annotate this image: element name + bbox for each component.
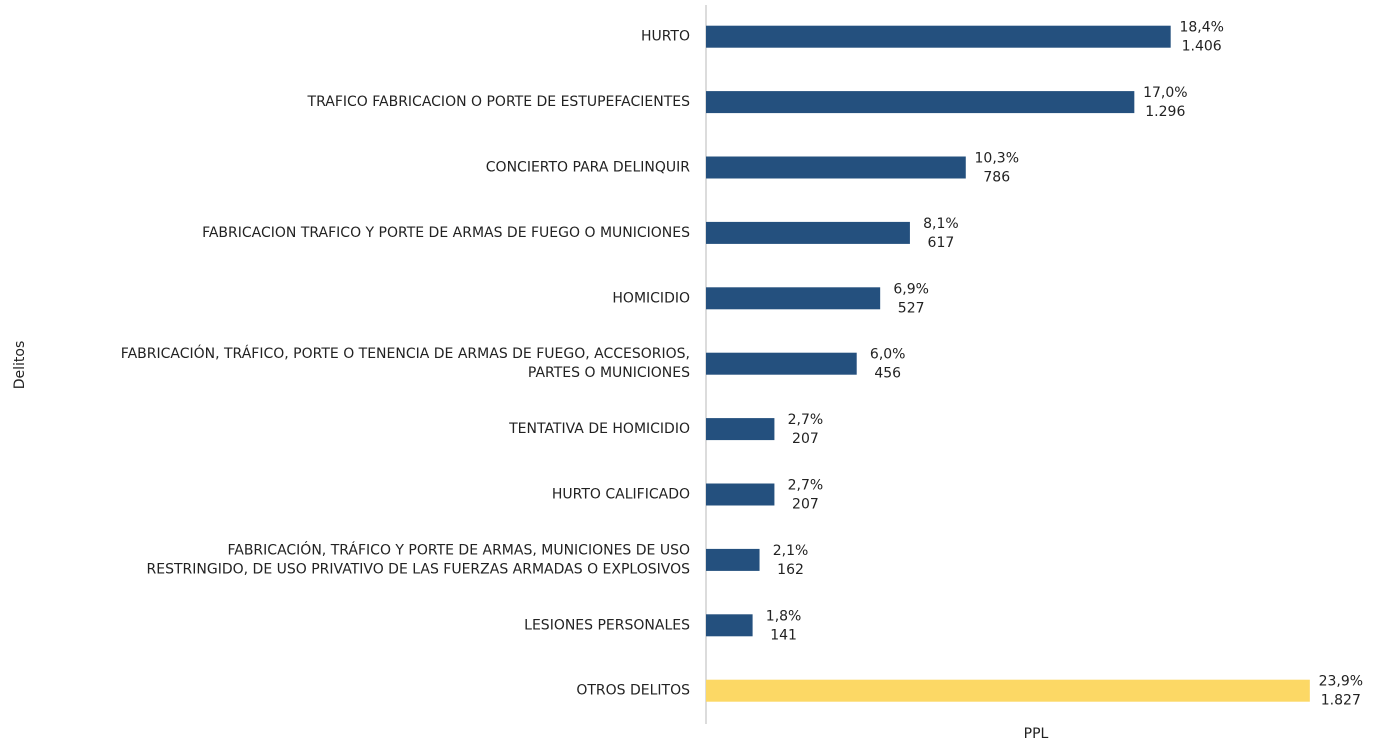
percent-label: 10,3% xyxy=(975,151,1019,167)
percent-label: 2,1% xyxy=(773,543,809,559)
value-label: 207 xyxy=(792,497,819,513)
bar xyxy=(706,418,775,441)
bar xyxy=(706,679,1310,702)
percent-label: 6,0% xyxy=(870,347,906,363)
bar xyxy=(706,91,1135,114)
bar xyxy=(706,548,760,571)
bar xyxy=(706,352,857,375)
y-axis-label: Delitos xyxy=(12,341,28,390)
bar xyxy=(706,25,1171,48)
value-label: 1.406 xyxy=(1182,39,1222,55)
category-label: OTROS DELITOS xyxy=(576,683,690,699)
category-label: TENTATIVA DE HOMICIDIO xyxy=(508,421,690,437)
value-label: 162 xyxy=(777,562,804,578)
value-label: 1.827 xyxy=(1321,693,1361,709)
percent-label: 8,1% xyxy=(923,216,959,232)
category-label: HOMICIDIO xyxy=(612,290,690,306)
category-label: RESTRINGIDO, DE USO PRIVATIVO DE LAS FUE… xyxy=(147,561,691,577)
value-label: 617 xyxy=(928,235,955,251)
category-label: FABRICACIÓN, TRÁFICO Y PORTE DE ARMAS, M… xyxy=(227,540,690,558)
category-label: HURTO CALIFICADO xyxy=(552,487,690,503)
category-label: TRAFICO FABRICACION O PORTE DE ESTUPEFAC… xyxy=(307,94,691,110)
percent-label: 1,8% xyxy=(766,608,802,624)
bar xyxy=(706,614,753,637)
bar xyxy=(706,221,910,244)
value-label: 527 xyxy=(898,300,925,316)
percent-label: 23,9% xyxy=(1319,674,1363,690)
percent-label: 18,4% xyxy=(1179,20,1223,36)
percent-label: 17,0% xyxy=(1143,85,1187,101)
value-label: 207 xyxy=(792,431,819,447)
category-label: HURTO xyxy=(641,29,690,45)
value-label: 456 xyxy=(874,366,901,382)
category-label: LESIONES PERSONALES xyxy=(524,617,690,633)
value-label: 1.296 xyxy=(1145,104,1185,120)
category-label: PARTES O MUNICIONES xyxy=(528,365,690,381)
percent-label: 2,7% xyxy=(788,478,824,494)
bar xyxy=(706,287,881,310)
bar xyxy=(706,483,775,506)
category-label: FABRICACION TRAFICO Y PORTE DE ARMAS DE … xyxy=(202,225,690,241)
value-label: 141 xyxy=(770,627,797,643)
percent-label: 6,9% xyxy=(893,281,929,297)
category-label: CONCIERTO PARA DELINQUIR xyxy=(486,160,690,176)
category-label: FABRICACIÓN, TRÁFICO, PORTE O TENENCIA D… xyxy=(121,344,690,362)
bar xyxy=(706,156,966,179)
value-label: 786 xyxy=(983,170,1010,186)
x-axis-label: PPL xyxy=(1024,726,1049,742)
percent-label: 2,7% xyxy=(788,412,824,428)
